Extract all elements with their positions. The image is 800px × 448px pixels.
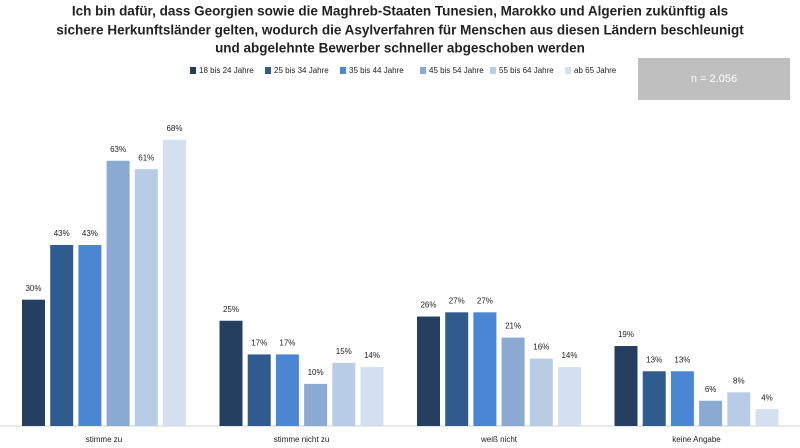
x-tick-label: stimme zu	[86, 435, 122, 444]
bar	[417, 316, 440, 426]
bar	[275, 354, 299, 426]
value-label: 13%	[674, 355, 690, 364]
value-label: 21%	[505, 322, 521, 331]
bar	[247, 354, 271, 426]
value-label: 25%	[223, 305, 239, 314]
bar	[445, 312, 469, 426]
bar	[642, 371, 666, 426]
legend-label: 35 bis 44 Jahre	[349, 66, 404, 75]
value-label: 13%	[646, 355, 662, 364]
legend-swatch	[420, 67, 426, 74]
bar	[360, 367, 384, 426]
annotation: n = 2.056	[691, 73, 737, 85]
legend-label: 55 bis 64 Jahre	[499, 66, 554, 75]
bar	[163, 139, 186, 426]
bar	[50, 244, 74, 426]
value-label: 27%	[477, 296, 493, 305]
value-label: 8%	[733, 376, 745, 385]
x-tick-label: weiß nicht	[480, 435, 518, 444]
x-tick-label: keine Angabe	[672, 435, 721, 444]
value-label: 43%	[54, 229, 70, 238]
bar	[219, 320, 243, 426]
legend-label: ab 65 Jahre	[574, 66, 617, 75]
legend-label: 45 bis 54 Jahre	[429, 66, 484, 75]
bar	[727, 392, 751, 426]
value-label: 14%	[561, 351, 577, 360]
bar	[529, 358, 553, 426]
legend-swatch	[490, 67, 496, 74]
bar	[473, 312, 497, 426]
x-tick-label: stimme nicht zu	[274, 435, 330, 444]
bar	[558, 367, 581, 426]
chart-title: sichere Herkunftsländer gelten, wodurch …	[56, 23, 744, 38]
value-label: 16%	[533, 343, 549, 352]
bar	[78, 244, 102, 426]
value-label: 30%	[25, 284, 41, 293]
value-label: 17%	[251, 339, 267, 348]
bar	[501, 337, 525, 426]
bar	[134, 169, 158, 426]
bar	[332, 362, 356, 426]
bar	[304, 383, 328, 426]
legend-swatch	[265, 67, 271, 74]
legend-swatch	[565, 67, 571, 74]
chart-title: Ich bin dafür, dass Georgien sowie die M…	[72, 4, 728, 19]
value-label: 43%	[82, 229, 98, 238]
annotation-box	[638, 58, 790, 100]
value-label: 14%	[364, 351, 380, 360]
value-label: 63%	[110, 145, 126, 154]
value-label: 15%	[336, 347, 352, 356]
legend-label: 18 bis 24 Jahre	[199, 66, 254, 75]
value-label: 61%	[138, 153, 154, 162]
legend-swatch	[340, 67, 346, 74]
bar	[755, 409, 779, 426]
legend-label: 25 bis 34 Jahre	[274, 66, 329, 75]
bar	[106, 160, 130, 426]
bar	[22, 299, 45, 426]
bar	[670, 371, 694, 426]
value-label: 26%	[420, 301, 436, 310]
value-label: 27%	[449, 296, 465, 305]
bar	[699, 400, 723, 426]
value-label: 19%	[618, 330, 634, 339]
value-label: 4%	[761, 393, 773, 402]
legend-swatch	[190, 67, 196, 74]
value-label: 17%	[279, 339, 295, 348]
value-label: 68%	[166, 124, 182, 133]
chart-title: und abgelehnte Bewerber schneller abgesc…	[215, 41, 585, 56]
value-label: 6%	[705, 385, 717, 394]
value-label: 10%	[308, 368, 324, 377]
bar	[614, 346, 638, 426]
